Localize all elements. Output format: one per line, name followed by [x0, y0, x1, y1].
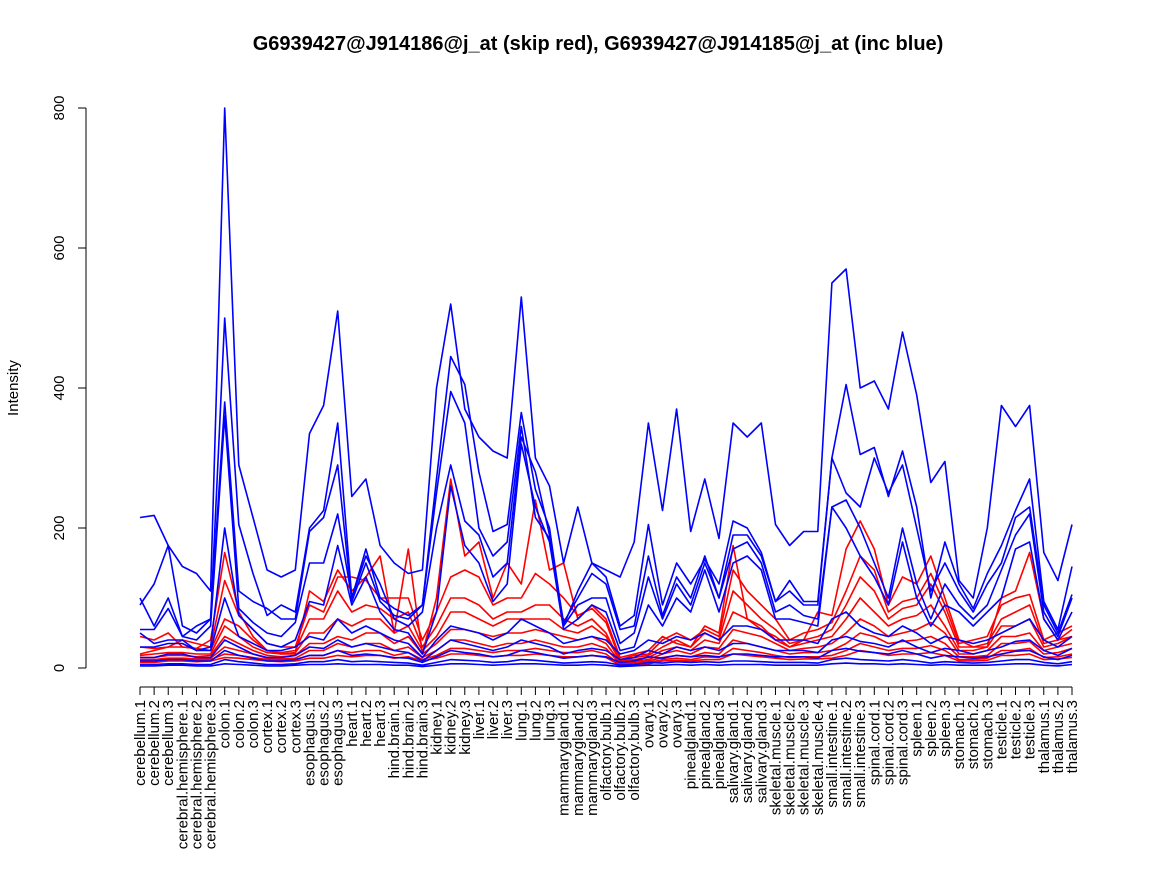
series-line-inc — [140, 657, 1073, 667]
x-tick-label: hind.brain.2 — [400, 700, 417, 778]
x-tick-label: lung.2 — [527, 700, 544, 741]
x-tick-label: thalamus.3 — [1064, 700, 1081, 773]
series-lines — [139, 107, 1073, 668]
x-axis: cerebellum.1cerebellum.2cerebellum.3cere… — [132, 686, 1081, 849]
x-tick-label: colon.3 — [245, 700, 262, 748]
x-tick-label: ovary.1 — [640, 700, 657, 748]
x-tick-label: small.intestine.3 — [852, 700, 869, 808]
x-tick-label: skeletal.muscle.2 — [782, 700, 799, 815]
x-tick-label: cerebral.hemisphere.1 — [174, 700, 191, 849]
x-tick-label: cerebral.hemisphere.3 — [203, 700, 220, 849]
series-line-inc — [140, 597, 1073, 659]
x-tick-label: spleen.2 — [923, 700, 940, 757]
x-tick-label: cerebellum.3 — [160, 700, 177, 786]
x-tick-label: hind.brain.3 — [414, 700, 431, 778]
x-tick-label: skeletal.muscle.4 — [810, 700, 827, 815]
x-tick-label: spleen.3 — [937, 700, 954, 757]
x-tick-label: spinal.cord.2 — [880, 700, 897, 785]
series-line-inc — [139, 390, 1073, 634]
x-tick-label: mammarygland.1 — [556, 700, 573, 816]
x-tick-label: ovary.2 — [654, 700, 671, 748]
x-tick-label: colon.1 — [217, 700, 234, 748]
y-tick-label: 600 — [51, 235, 68, 260]
series-line-skip — [139, 597, 1073, 662]
x-tick-label: mammarygland.3 — [584, 700, 601, 816]
x-tick-label: cortex.1 — [259, 700, 276, 753]
y-axis: 0 200 400 600 800 — [51, 95, 87, 672]
y-tick-label: 800 — [51, 95, 68, 120]
x-tick-label: stomach.3 — [979, 700, 996, 769]
x-tick-label: mammarygland.2 — [570, 700, 587, 816]
x-tick-label: esophagus.3 — [330, 700, 347, 786]
chart-title: G6939427@J914186@j_at (skip red), G69394… — [253, 33, 944, 55]
series-line-inc — [140, 647, 1073, 664]
x-tick-label: stomach.1 — [951, 700, 968, 769]
series-line-inc — [140, 415, 1073, 645]
x-tick-label: skeletal.muscle.1 — [767, 700, 784, 815]
x-tick-label: kidney.3 — [457, 700, 474, 755]
y-axis-label: Intensity — [5, 360, 22, 416]
series-line-skip — [139, 576, 1073, 662]
x-tick-label: hind.brain.1 — [386, 700, 403, 778]
x-tick-label: liver.3 — [499, 700, 516, 739]
x-tick-label: esophagus.2 — [316, 700, 333, 786]
x-tick-label: salivary.gland.1 — [725, 700, 742, 803]
x-tick-label: testicle.3 — [1022, 700, 1039, 759]
x-tick-label: olfactory.bulb.3 — [626, 700, 643, 801]
x-tick-label: olfactory.bulb.2 — [612, 700, 629, 801]
x-tick-label: cortex.3 — [287, 700, 304, 753]
x-tick-label: heart.2 — [358, 700, 375, 747]
series-line-inc — [139, 443, 1073, 655]
x-tick-label: thalamus.2 — [1050, 700, 1067, 773]
x-tick-label: salivary.gland.2 — [739, 700, 756, 803]
x-tick-label: pinealgland.3 — [711, 700, 728, 789]
series-line-skip — [139, 478, 1073, 659]
x-tick-label: cerebellum.1 — [132, 700, 149, 786]
x-tick-label: small.intestine.2 — [838, 700, 855, 808]
series-line-inc — [139, 317, 1073, 638]
y-tick-label: 400 — [51, 375, 68, 400]
x-tick-label: lung.3 — [542, 700, 559, 741]
series-line-inc — [140, 635, 1073, 662]
x-tick-label: skeletal.muscle.3 — [796, 700, 813, 815]
y-tick-label: 200 — [51, 515, 68, 540]
x-tick-label: salivary.gland.3 — [753, 700, 770, 803]
series-line-inc — [140, 662, 1073, 668]
x-tick-label: cortex.2 — [273, 700, 290, 753]
series-line-skip — [140, 632, 1073, 665]
x-tick-label: testicle.1 — [993, 700, 1010, 759]
x-tick-label: olfactory.bulb.1 — [598, 700, 615, 801]
x-tick-label: testicle.2 — [1008, 700, 1025, 759]
x-tick-label: heart.3 — [372, 700, 389, 747]
x-tick-label: cerebellum.2 — [146, 700, 163, 786]
x-tick-label: esophagus.1 — [301, 700, 318, 786]
x-tick-label: kidney.2 — [443, 700, 460, 755]
x-tick-label: liver.1 — [471, 700, 488, 739]
series-line-inc — [139, 107, 1073, 599]
x-tick-label: thalamus.1 — [1036, 700, 1053, 773]
x-tick-label: heart.1 — [344, 700, 361, 747]
x-tick-label: pinealgland.2 — [697, 700, 714, 789]
x-tick-label: ovary.3 — [669, 700, 686, 748]
x-tick-label: pinealgland.1 — [683, 700, 700, 789]
x-tick-label: colon.2 — [231, 700, 248, 748]
x-tick-label: lung.1 — [513, 700, 530, 741]
x-tick-label: kidney.1 — [429, 700, 446, 755]
x-tick-label: cerebral.hemisphere.2 — [188, 700, 205, 849]
x-tick-label: spinal.cord.3 — [895, 700, 912, 785]
x-tick-label: liver.2 — [485, 700, 502, 739]
x-tick-label: spleen.1 — [909, 700, 926, 757]
x-tick-label: small.intestine.1 — [824, 700, 841, 808]
x-tick-label: stomach.2 — [965, 700, 982, 769]
x-tick-label: spinal.cord.1 — [866, 700, 883, 785]
y-tick-label: 0 — [51, 664, 68, 672]
